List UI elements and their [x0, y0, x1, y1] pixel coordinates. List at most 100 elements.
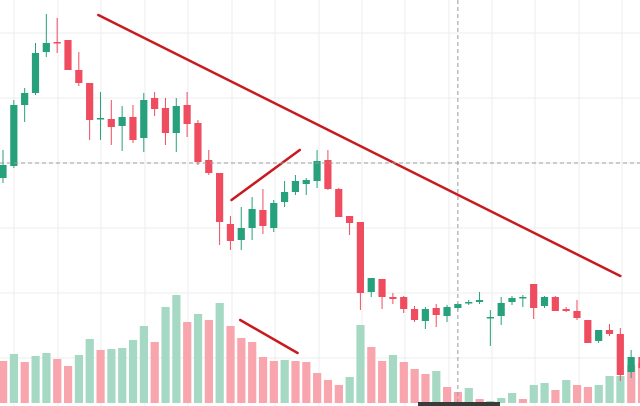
candle-body	[259, 210, 267, 226]
drawings[interactable]	[97, 13, 622, 355]
candle-body	[551, 297, 559, 311]
candle-body	[216, 173, 224, 222]
candle-down	[530, 284, 538, 319]
candle-body	[53, 42, 61, 44]
volume-bar	[237, 338, 246, 403]
candle-up	[248, 197, 256, 240]
volume-bar	[161, 307, 170, 403]
volume-bar	[248, 342, 257, 403]
candle-down	[551, 296, 559, 311]
volume-bar	[529, 385, 538, 403]
candle-up	[172, 98, 180, 152]
candle-body	[10, 105, 18, 166]
candle-up	[140, 93, 148, 152]
candle-up	[21, 88, 29, 122]
volume-bar	[280, 360, 289, 403]
volume-bar	[172, 295, 181, 403]
volume-bar	[313, 373, 322, 403]
candle-down	[205, 150, 213, 175]
volume-bar	[540, 383, 549, 403]
volume-bar	[183, 322, 192, 403]
price-pane	[0, 14, 640, 381]
candle-body	[421, 309, 429, 321]
volume-bar	[118, 348, 127, 403]
candle-body	[595, 330, 603, 341]
time-scrollbar[interactable]	[418, 402, 500, 406]
candle-down	[410, 306, 419, 322]
candle-body	[205, 160, 213, 173]
volume-bar	[74, 355, 84, 403]
candle-body	[42, 43, 50, 52]
volume-bar	[627, 365, 636, 403]
volume-bar	[464, 388, 473, 403]
volume-bar	[443, 387, 452, 403]
candle-body	[508, 298, 516, 302]
volume-bar	[9, 354, 19, 403]
candle-down	[194, 120, 202, 165]
candle-body	[562, 309, 570, 311]
candle-up	[475, 292, 484, 304]
candle-up	[280, 181, 289, 207]
volume-bar	[594, 385, 603, 403]
volume-bar	[583, 387, 593, 403]
price-trendline[interactable]	[230, 148, 301, 202]
candle-body	[367, 278, 375, 292]
candle-up	[443, 305, 451, 322]
candle-down	[151, 92, 159, 116]
volume-bar	[96, 350, 105, 403]
price-trendline[interactable]	[97, 13, 622, 278]
candle-body	[161, 108, 170, 133]
candle-up	[367, 278, 375, 297]
volume-bar	[302, 362, 311, 403]
volume-bar	[605, 376, 614, 403]
candle-body	[605, 330, 614, 334]
volume-bar	[453, 392, 463, 403]
volume-bar	[378, 361, 387, 403]
candle-body	[497, 303, 505, 316]
candle-down	[335, 188, 343, 217]
volume-bar	[150, 342, 159, 403]
volume-bar	[0, 361, 8, 403]
candle-body	[616, 334, 624, 375]
candle-up	[31, 43, 40, 95]
candle-body	[335, 189, 343, 217]
candle-body	[519, 297, 527, 299]
candle-down	[378, 279, 386, 309]
candle-up	[42, 14, 50, 57]
volume-bar	[475, 399, 484, 403]
candle-body	[378, 279, 386, 297]
candle-body	[183, 105, 191, 124]
volume-bar	[193, 314, 203, 403]
volume-bar	[518, 399, 528, 403]
candle-body	[226, 224, 235, 241]
candle-body	[324, 160, 332, 189]
candle-body	[356, 222, 364, 293]
candle-body	[465, 302, 473, 304]
candle-body	[486, 317, 494, 319]
volume-bar	[572, 385, 582, 403]
volume-bar	[226, 326, 235, 403]
volume-bar	[31, 356, 40, 403]
candle-body	[194, 123, 202, 162]
candle-down	[107, 100, 115, 145]
candle-up	[540, 296, 549, 308]
candle-body	[280, 192, 289, 202]
candle-body	[410, 309, 419, 320]
candle-body	[400, 297, 408, 309]
candle-down	[616, 328, 624, 381]
volume-bar	[291, 361, 300, 403]
volume-pane	[0, 295, 640, 403]
candle-body	[107, 119, 115, 127]
volume-trendline[interactable]	[238, 318, 299, 355]
candle-body	[638, 357, 640, 368]
candle-down	[226, 216, 235, 250]
candle-up	[313, 150, 321, 188]
candle-down	[584, 320, 592, 343]
candle-up	[237, 207, 245, 250]
volume-bar	[399, 362, 408, 403]
candle-body	[140, 100, 148, 138]
candle-down	[129, 105, 137, 143]
volume-bar	[345, 377, 354, 403]
